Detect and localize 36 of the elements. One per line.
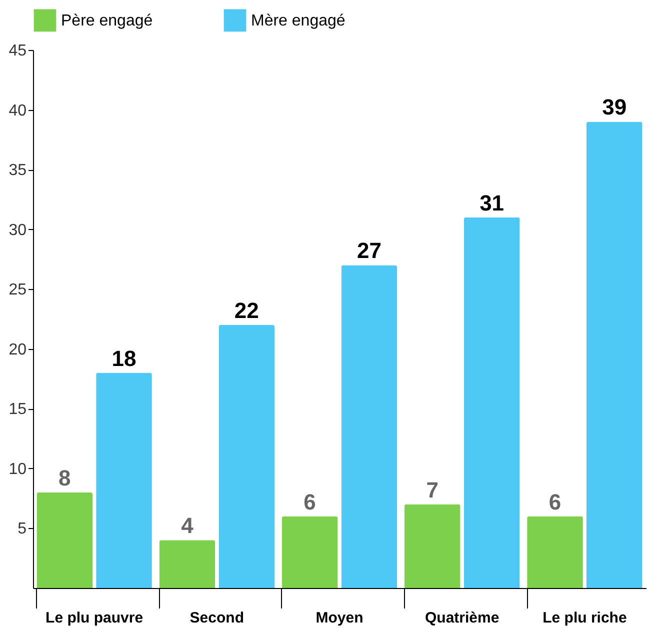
data-label: 6 bbox=[548, 489, 562, 514]
bar bbox=[404, 504, 460, 588]
bar bbox=[159, 540, 216, 588]
y-tick-label: 20 bbox=[8, 341, 27, 358]
data-label: 8 bbox=[58, 465, 71, 490]
y-tick-label: 40 bbox=[8, 102, 27, 120]
data-label: 27 bbox=[356, 238, 382, 264]
data-label: 22 bbox=[234, 298, 259, 323]
x-tick-label: Moyen bbox=[316, 610, 364, 626]
bar bbox=[464, 217, 520, 588]
y-tick-label: 5 bbox=[18, 520, 27, 538]
x-tick-label: Second bbox=[190, 610, 244, 626]
y-tick-label: 30 bbox=[8, 222, 27, 239]
legend-label: Père engagé bbox=[61, 12, 153, 30]
data-label: 7 bbox=[426, 477, 439, 502]
x-tick-label: Le plu pauvre bbox=[46, 610, 144, 626]
bar bbox=[218, 324, 275, 588]
data-label: 6 bbox=[304, 489, 316, 514]
x-tick-label: Quatrième bbox=[425, 610, 500, 626]
bar bbox=[282, 516, 338, 588]
y-tick-label: 10 bbox=[8, 460, 27, 478]
bar bbox=[586, 122, 642, 588]
y-tick-label: 25 bbox=[8, 282, 27, 299]
bar bbox=[36, 492, 93, 588]
bar bbox=[527, 516, 583, 588]
data-label: 18 bbox=[112, 346, 136, 371]
data-label: 4 bbox=[181, 513, 194, 538]
data-label: 39 bbox=[602, 94, 627, 120]
legend-label: Mère engagé bbox=[251, 12, 346, 30]
y-tick-label: 45 bbox=[8, 42, 27, 60]
x-tick-label: Le plu riche bbox=[542, 610, 627, 626]
data-label: 31 bbox=[480, 190, 504, 216]
bar bbox=[96, 372, 152, 588]
y-tick-label: 15 bbox=[8, 401, 27, 418]
y-tick-label: 35 bbox=[8, 162, 27, 180]
bar bbox=[341, 265, 398, 588]
